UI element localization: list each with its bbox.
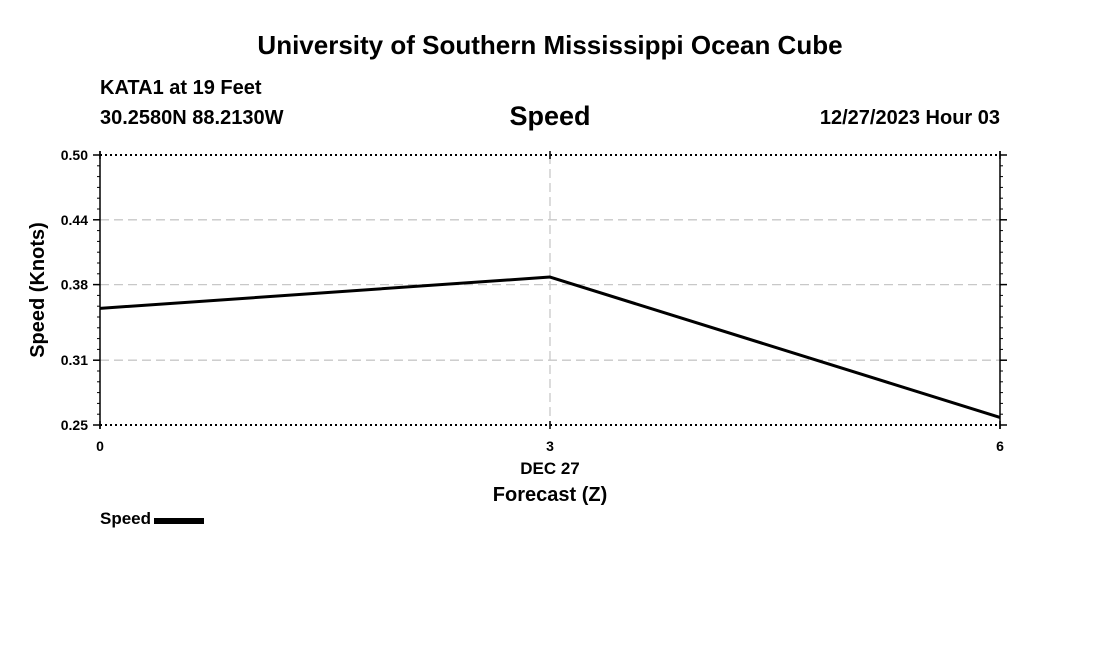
y-axis-title: Speed (Knots) (27, 222, 49, 358)
x-tick-label: 3 (546, 438, 554, 454)
station-coordinates: 30.2580N 88.2130W (100, 107, 284, 129)
axis-labels: 0.50 0.44 0.38 0.31 0.25 0 3 6 DEC 27 Forecast (Z… (27, 147, 1004, 506)
series-line-speed (99, 275, 1001, 419)
header-title: University of Southern Mississippi Ocean… (257, 30, 843, 60)
x-tick-label: 6 (996, 438, 1004, 454)
forecast-datetime: 12/27/2023 Hour 03 (819, 107, 1000, 129)
x-axis-date-label: DEC 27 (520, 459, 580, 478)
legend-label-speed: Speed (100, 509, 152, 528)
x-axis-title: Forecast (Z) (493, 484, 607, 506)
chart-legend: Speed (100, 509, 205, 529)
legend-swatch-speed (154, 517, 205, 524)
series-lines (99, 275, 1001, 419)
axis-ticks (93, 151, 1007, 429)
y-tick-label: 0.44 (61, 212, 88, 228)
chart-title: Speed (509, 101, 591, 131)
x-tick-label: 0 (96, 438, 104, 454)
y-tick-label: 0.38 (61, 277, 88, 293)
grid-lines (100, 155, 1000, 425)
y-tick-label: 0.25 (61, 417, 88, 433)
station-label: KATA1 at 19 Feet (100, 77, 262, 99)
y-tick-label: 0.50 (61, 147, 88, 163)
y-tick-label: 0.31 (61, 352, 88, 368)
